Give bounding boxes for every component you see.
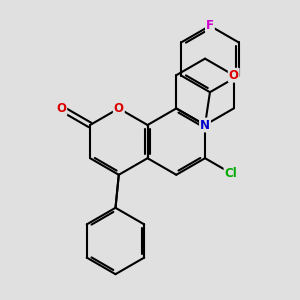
Text: F: F — [206, 19, 214, 32]
Text: O: O — [114, 102, 124, 115]
Text: Cl: Cl — [224, 167, 237, 180]
Text: O: O — [56, 102, 66, 115]
Text: N: N — [200, 118, 210, 131]
Text: O: O — [229, 69, 239, 82]
